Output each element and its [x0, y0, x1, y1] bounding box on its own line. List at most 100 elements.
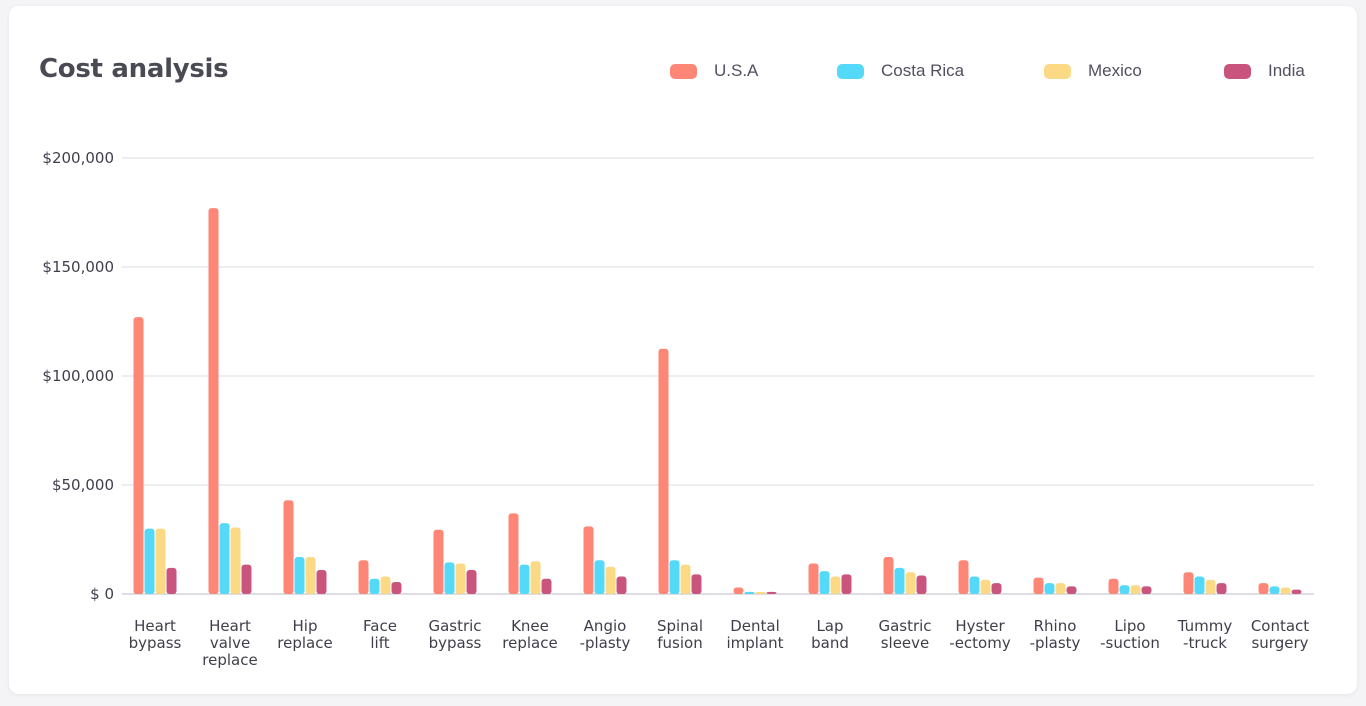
bar: [1205, 579, 1216, 594]
bar: [680, 564, 691, 594]
x-tick-label: Gastric bypass: [428, 617, 481, 652]
x-tick-label-line: replace: [202, 651, 257, 669]
bar: [969, 576, 980, 594]
bar: [1066, 586, 1077, 594]
legend-label-india: India: [1268, 61, 1305, 80]
bar: [819, 571, 830, 594]
bar: [144, 528, 155, 594]
bar: [808, 563, 819, 594]
legend-item-india[interactable]: India: [1224, 58, 1305, 84]
bar: [841, 574, 852, 594]
x-tick-label: Heart bypass: [129, 617, 182, 652]
bar: [305, 556, 316, 594]
x-tick-label: Lipo -suction: [1100, 617, 1160, 652]
bar: [519, 564, 530, 594]
x-tick-label-line: Hip: [293, 617, 318, 635]
x-tick-label: Tummy -truck: [1177, 617, 1233, 652]
legend-label-mexico: Mexico: [1088, 61, 1142, 80]
bar: [905, 572, 916, 594]
bar: [1183, 572, 1194, 594]
bar: [316, 570, 327, 594]
x-tick-label-line: implant: [726, 634, 783, 652]
x-tick-label-line: Rhino: [1034, 617, 1077, 635]
bar: [1119, 585, 1130, 594]
bar: [1291, 589, 1302, 594]
y-tick-label: $100,000: [42, 367, 114, 385]
bar: [1141, 586, 1152, 594]
bar: [669, 560, 680, 594]
bar: [1216, 583, 1227, 594]
x-tick-label-line: Spinal: [657, 617, 703, 635]
x-tick-label-line: Heart: [134, 617, 176, 635]
x-tick-label: Heart valve replace: [202, 617, 257, 669]
x-tick-label-line: bypass: [429, 634, 482, 652]
bar: [916, 575, 927, 594]
bar: [1258, 583, 1269, 594]
x-tick-label-line: Gastric: [428, 617, 481, 635]
legend-item-usa[interactable]: U.S.A: [670, 58, 758, 84]
bar: [166, 567, 177, 594]
bar: [230, 527, 241, 594]
bar: [1033, 577, 1044, 594]
x-tick-label: Rhino -plasty: [1030, 617, 1081, 652]
y-tick-label: $ 0: [90, 585, 114, 603]
bar: [444, 562, 455, 594]
bar: [380, 576, 391, 594]
x-tick-label-line: Tummy: [1177, 617, 1233, 635]
bar: [369, 578, 380, 594]
legend-swatch-usa: [670, 63, 697, 79]
x-tick-label: Spinal fusion: [657, 617, 703, 652]
bar: [133, 317, 144, 594]
bar: [1108, 578, 1119, 594]
x-tick-label-line: -suction: [1100, 634, 1160, 652]
x-tick-label-line: Contact: [1251, 617, 1309, 635]
bar: [691, 574, 702, 594]
x-tick-label-line: bypass: [129, 634, 182, 652]
bar: [466, 570, 477, 594]
bar: [294, 556, 305, 594]
x-tick-label-line: fusion: [657, 634, 702, 652]
x-tick-label: Angio -plasty: [580, 617, 631, 652]
legend-label-usa: U.S.A: [714, 61, 759, 80]
legend-swatch-mexico: [1044, 63, 1071, 79]
x-tick-label-line: -truck: [1183, 634, 1227, 652]
bar: [358, 560, 369, 594]
bar: [155, 528, 166, 594]
bar: [455, 563, 466, 594]
bar: [616, 576, 627, 594]
bar: [1269, 586, 1280, 594]
chart-title: Cost analysis: [39, 54, 229, 84]
x-tick-label-line: Gastric: [878, 617, 931, 635]
x-tick-label-line: Angio: [584, 617, 627, 635]
legend-item-mexico[interactable]: Mexico: [1044, 58, 1142, 84]
bar: [991, 583, 1002, 594]
x-tick-label-line: sleeve: [881, 634, 930, 652]
x-tick-label-line: surgery: [1251, 634, 1308, 652]
bar: [508, 513, 519, 594]
bar: [744, 591, 755, 594]
x-tick-label: Dental implant: [726, 617, 783, 652]
x-tick-label-line: -plasty: [580, 634, 631, 652]
x-tick-label: Lap band: [811, 617, 849, 652]
chart-legend: U.S.A Costa Rica Mexico India: [0, 58, 1366, 84]
x-tick-label: Hyster -ectomy: [949, 617, 1011, 652]
x-tick-label-line: replace: [277, 634, 332, 652]
x-tick-label: Hip replace: [277, 617, 332, 652]
bar: [883, 556, 894, 594]
legend-swatch-india: [1224, 63, 1251, 79]
x-tick-label-line: -plasty: [1030, 634, 1081, 652]
x-tick-label: Gastric sleeve: [878, 617, 931, 652]
legend-item-costa-rica[interactable]: Costa Rica: [837, 58, 964, 84]
bar: [594, 560, 605, 594]
x-tick-label-line: replace: [502, 634, 557, 652]
bar: [1055, 583, 1066, 594]
y-tick-label: $200,000: [42, 149, 114, 167]
bar: [433, 529, 444, 594]
x-tick-label-line: band: [811, 634, 849, 652]
bar: [755, 591, 766, 594]
bar: [391, 582, 402, 594]
x-tick-label-line: -ectomy: [949, 634, 1011, 652]
y-tick-label: $50,000: [52, 476, 114, 494]
x-tick-label-line: Lipo: [1114, 617, 1145, 635]
